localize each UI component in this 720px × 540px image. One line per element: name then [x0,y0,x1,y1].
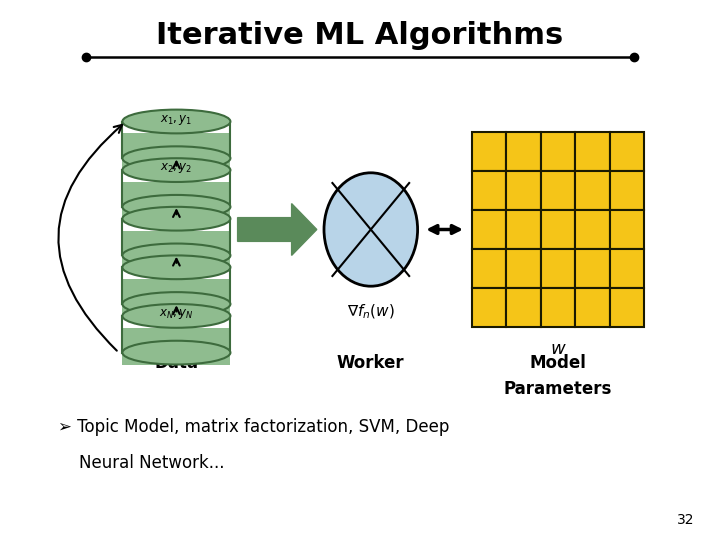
Ellipse shape [122,146,230,170]
Bar [122,182,230,219]
Bar [541,132,575,171]
Bar [506,132,541,171]
Bar [506,171,541,210]
Text: $x_1, y_1$: $x_1, y_1$ [161,113,192,127]
Bar [541,249,575,288]
Bar [610,210,644,249]
Ellipse shape [122,207,230,231]
FancyArrowPatch shape [430,226,459,233]
Text: 32: 32 [678,512,695,526]
Bar [610,288,644,327]
Ellipse shape [122,341,230,364]
Bar [575,249,610,288]
Ellipse shape [122,255,230,279]
Bar [122,231,230,267]
Ellipse shape [122,110,230,133]
Ellipse shape [324,173,418,286]
Bar [472,210,506,249]
Text: Worker: Worker [337,354,405,372]
Text: Parameters: Parameters [504,380,612,397]
Bar [575,171,610,210]
Polygon shape [238,204,317,255]
Bar [541,210,575,249]
Bar [610,132,644,171]
Text: $w$: $w$ [549,340,567,358]
Text: Neural Network...: Neural Network... [58,454,224,471]
Text: $x_2, y_2$: $x_2, y_2$ [161,161,192,176]
Bar [541,171,575,210]
Bar [506,288,541,327]
Bar [541,288,575,327]
Bar [575,132,610,171]
Bar [472,288,506,327]
Bar [122,133,230,170]
Bar [610,171,644,210]
Bar [506,210,541,249]
Bar [506,249,541,288]
Bar [575,288,610,327]
Text: Model: Model [530,354,586,372]
FancyArrowPatch shape [58,125,122,350]
Ellipse shape [122,292,230,316]
Bar [122,279,230,316]
Bar [122,328,230,364]
Ellipse shape [122,304,230,328]
Bar [472,249,506,288]
Ellipse shape [122,244,230,267]
Text: $x_N, y_N$: $x_N, y_N$ [159,307,194,321]
Bar [472,171,506,210]
Bar [610,249,644,288]
Text: Data: Data [154,354,199,372]
Bar [575,210,610,249]
Ellipse shape [122,158,230,182]
Text: Iterative ML Algorithms: Iterative ML Algorithms [156,21,564,50]
Bar [472,132,506,171]
Ellipse shape [122,195,230,219]
Text: ➢ Topic Model, matrix factorization, SVM, Deep: ➢ Topic Model, matrix factorization, SVM… [58,418,449,436]
Text: $\nabla f_n(w)$: $\nabla f_n(w)$ [347,302,395,321]
